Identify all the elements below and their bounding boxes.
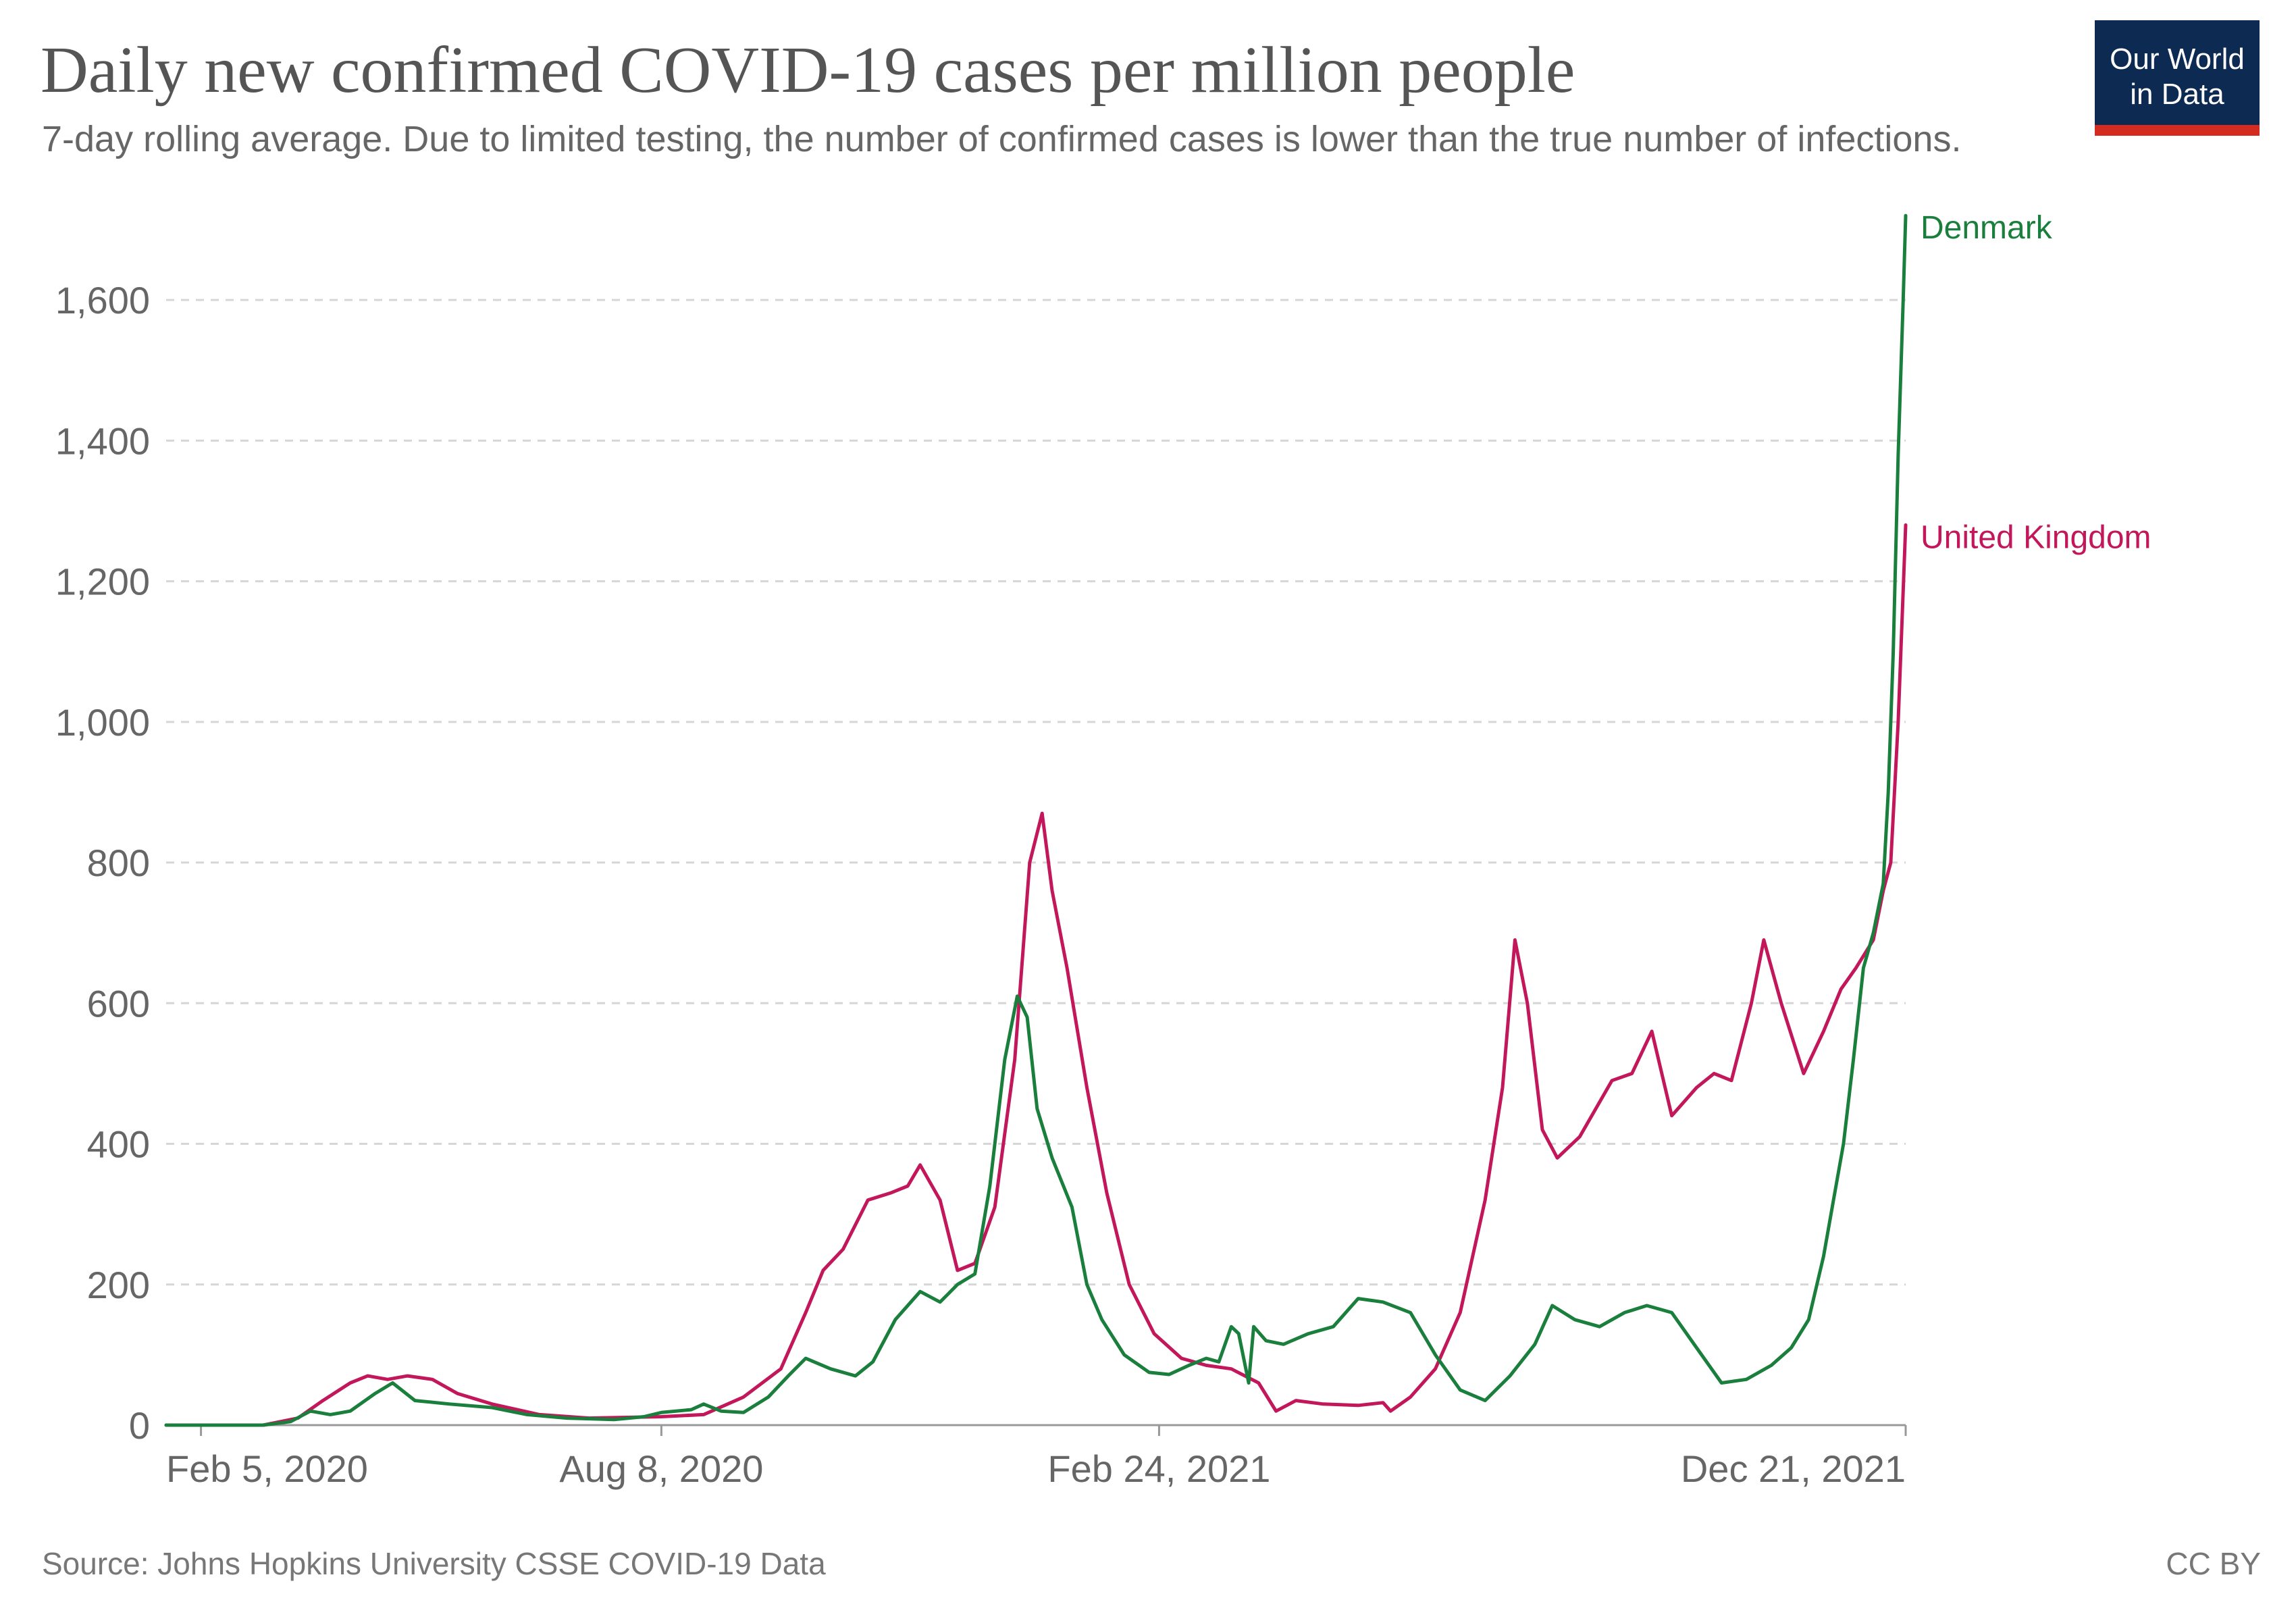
gridlines bbox=[166, 299, 1906, 1286]
series-label-united-kingdom[interactable]: United Kingdom bbox=[1921, 519, 2151, 555]
series-lines bbox=[164, 213, 1908, 1427]
y-tick-label: 600 bbox=[87, 982, 150, 1025]
y-tick-label: 1,400 bbox=[55, 419, 150, 462]
series-label-denmark[interactable]: Denmark bbox=[1921, 210, 2053, 246]
x-tick-label: Feb 24, 2021 bbox=[1047, 1447, 1270, 1490]
source-note[interactable]: Source: Johns Hopkins University CSSE CO… bbox=[42, 1546, 826, 1581]
series-line-denmark[interactable] bbox=[164, 213, 1908, 1427]
x-tick-label: Feb 5, 2020 bbox=[166, 1447, 368, 1490]
y-tick-label: 0 bbox=[129, 1404, 150, 1447]
series-labels: Denmark United Kingdom bbox=[1921, 210, 2151, 555]
chart-subtitle: 7-day rolling average. Due to limited te… bbox=[42, 119, 1962, 159]
owid-logo[interactable]: Our World in Data bbox=[2095, 20, 2260, 136]
license-link[interactable]: CC BY bbox=[2166, 1546, 2261, 1581]
y-tick-label: 200 bbox=[87, 1264, 150, 1306]
y-tick-label: 400 bbox=[87, 1123, 150, 1166]
y-tick-label: 800 bbox=[87, 842, 150, 884]
y-tick-label: 1,600 bbox=[55, 279, 150, 321]
logo-accent-bar bbox=[2095, 125, 2260, 136]
logo-line-2: in Data bbox=[2130, 78, 2224, 111]
x-tick-label: Dec 21, 2021 bbox=[1681, 1447, 1906, 1490]
logo-line-1: Our World bbox=[2110, 43, 2245, 76]
series-line-united-kingdom[interactable] bbox=[164, 523, 1908, 1427]
chart-title: Daily new confirmed COVID-19 cases per m… bbox=[41, 34, 1575, 107]
x-tick-label: Aug 8, 2020 bbox=[559, 1447, 763, 1490]
y-tick-label: 1,000 bbox=[55, 701, 150, 744]
y-tick-label: 1,200 bbox=[55, 561, 150, 603]
x-axis: 0 200 400 600 800 1,000 1,200 1,400 1,600 Feb 5, … bbox=[55, 279, 1907, 1490]
